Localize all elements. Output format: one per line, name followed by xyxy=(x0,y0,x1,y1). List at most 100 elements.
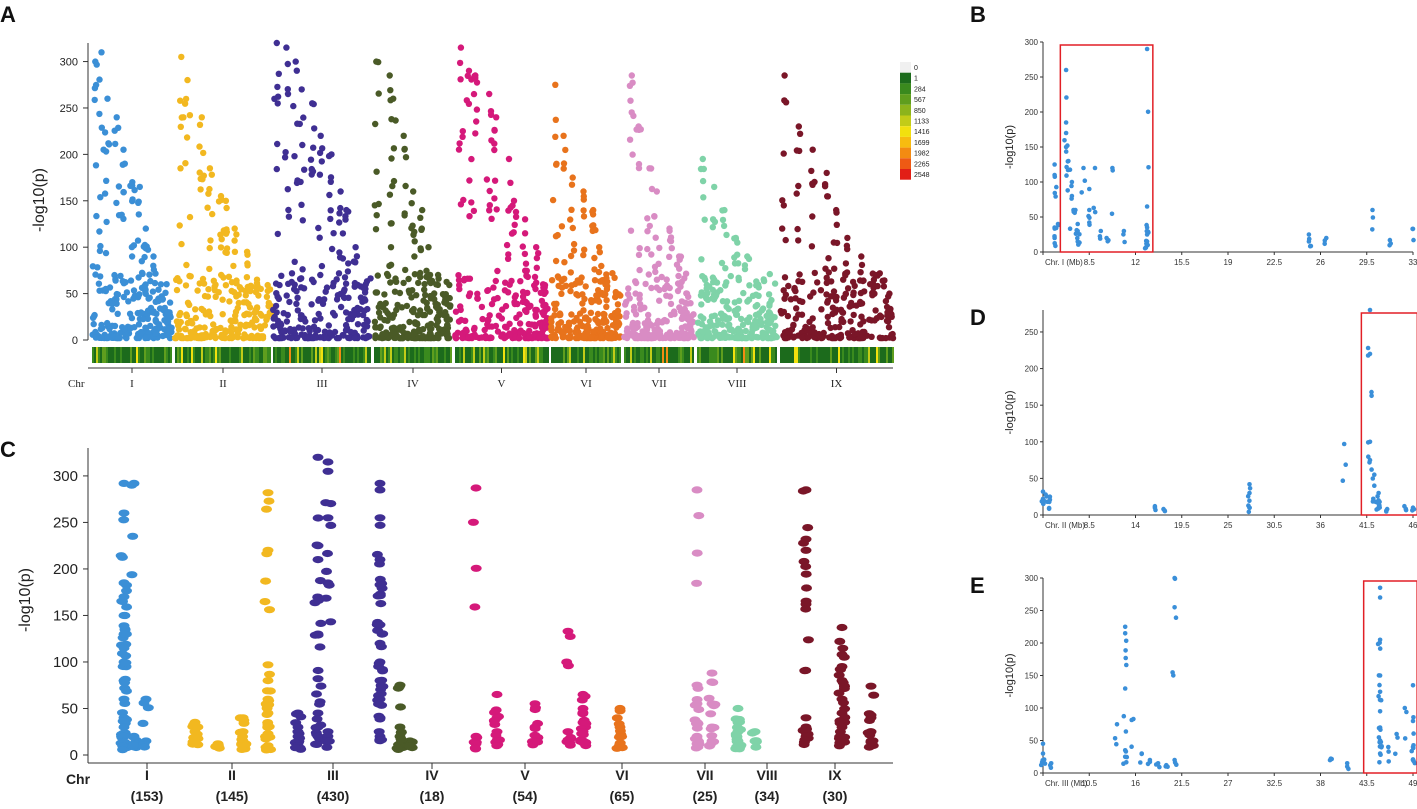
snp-point xyxy=(317,315,324,322)
density-cell xyxy=(729,347,731,363)
snp-point xyxy=(849,278,857,286)
density-cell xyxy=(235,347,237,363)
snp-point xyxy=(842,272,849,279)
snp-point xyxy=(1092,165,1098,171)
snp-point xyxy=(215,198,223,205)
density-cell xyxy=(203,347,205,363)
snp-point xyxy=(421,286,428,293)
snp-point xyxy=(307,156,315,163)
density-cell xyxy=(313,347,315,363)
snp-point xyxy=(781,329,789,336)
density-cell xyxy=(886,347,888,363)
snp-point xyxy=(581,246,588,253)
snp-point xyxy=(226,298,233,305)
snp-point xyxy=(802,524,814,532)
snp-point xyxy=(564,741,576,749)
snp-point xyxy=(840,318,847,326)
snp-point xyxy=(326,329,333,336)
snp-point xyxy=(152,316,159,324)
snp-point xyxy=(725,305,732,313)
snp-point xyxy=(1052,162,1057,167)
snp-point xyxy=(741,262,749,269)
snp-point xyxy=(517,329,524,336)
snp-point xyxy=(675,333,682,341)
snp-point xyxy=(531,282,538,289)
density-cell xyxy=(672,347,674,363)
snp-point xyxy=(1369,393,1374,399)
legend-swatch xyxy=(900,115,911,127)
snp-point xyxy=(96,287,103,294)
snp-point xyxy=(814,279,821,286)
snp-point xyxy=(312,453,324,461)
snp-point xyxy=(315,619,327,628)
density-cell xyxy=(243,347,245,363)
density-cell xyxy=(646,347,648,363)
snp-point xyxy=(470,564,482,572)
highlight-box xyxy=(1362,580,1417,774)
snp-point xyxy=(748,728,760,736)
x-tick-label: 12 xyxy=(1131,258,1140,267)
snp-point xyxy=(275,70,282,78)
snp-point xyxy=(312,709,324,717)
snp-point xyxy=(532,311,539,318)
snp-point xyxy=(834,637,846,646)
snp-point xyxy=(178,114,185,121)
peak-point xyxy=(472,72,479,79)
snp-point xyxy=(560,160,568,167)
snp-point xyxy=(121,603,133,611)
snp-point xyxy=(372,226,380,233)
snp-point xyxy=(625,285,632,292)
snp-point xyxy=(603,275,610,282)
snp-point xyxy=(118,593,130,601)
y-tick-label: 0 xyxy=(1034,511,1039,520)
snp-point xyxy=(1048,765,1054,770)
snp-point xyxy=(1306,239,1312,244)
peak-point xyxy=(98,49,105,56)
snp-point xyxy=(1082,178,1088,183)
x-tick-label: 19 xyxy=(1224,258,1233,267)
snp-point xyxy=(882,297,890,305)
snp-point xyxy=(1247,490,1252,496)
density-cell xyxy=(769,347,771,363)
snp-point xyxy=(219,296,226,303)
snp-point xyxy=(134,334,141,342)
snp-point xyxy=(706,678,718,686)
snp-point xyxy=(569,224,576,232)
snp-point xyxy=(393,306,400,314)
snp-point xyxy=(674,287,682,295)
snp-point xyxy=(525,320,532,328)
snp-point xyxy=(470,484,482,492)
density-cell xyxy=(227,347,229,363)
snp-point xyxy=(312,666,324,675)
snp-point xyxy=(393,278,400,285)
snp-point xyxy=(320,594,332,602)
snp-point xyxy=(1087,186,1092,192)
snp-point xyxy=(274,140,281,148)
snp-point xyxy=(186,301,193,309)
snp-point xyxy=(301,166,308,173)
snp-point xyxy=(387,87,394,94)
snp-point xyxy=(698,301,705,308)
x-axis-prefix: Chr xyxy=(66,771,91,787)
density-cell xyxy=(882,347,884,363)
density-cell xyxy=(414,347,416,363)
snp-point xyxy=(199,332,206,339)
snp-point xyxy=(176,222,183,229)
snp-point xyxy=(223,204,230,212)
snp-point xyxy=(511,221,518,228)
snp-point xyxy=(690,311,697,318)
density-cell xyxy=(575,347,577,363)
snp-point xyxy=(1069,179,1075,185)
snp-point xyxy=(155,286,162,293)
snp-point xyxy=(1370,215,1376,220)
density-cell xyxy=(638,347,640,363)
density-cell xyxy=(189,347,191,363)
snp-point xyxy=(121,325,128,333)
snp-point xyxy=(183,261,190,269)
snp-point xyxy=(321,296,328,303)
density-cell xyxy=(593,347,595,363)
snp-point xyxy=(258,333,265,340)
snp-point xyxy=(342,213,349,220)
snp-point xyxy=(836,323,843,331)
density-cell xyxy=(333,347,335,363)
